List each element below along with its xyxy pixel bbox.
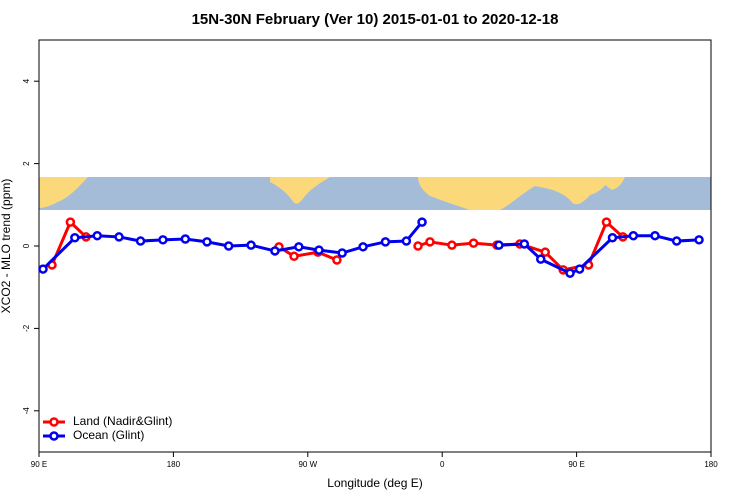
point <box>628 230 639 241</box>
point <box>447 240 457 250</box>
point <box>337 248 347 258</box>
point <box>180 234 191 244</box>
point <box>607 233 618 243</box>
y-tick-label: 4 <box>22 78 31 83</box>
y-tick-label: 0 <box>22 243 31 248</box>
point <box>65 217 76 227</box>
point <box>494 240 504 250</box>
point <box>70 233 80 243</box>
point <box>38 264 48 274</box>
x-tick-label: 90 E <box>31 460 47 469</box>
point <box>246 240 256 250</box>
point <box>358 242 368 252</box>
x-tick-label: 90 E <box>568 460 584 469</box>
y-tick-label: -2 <box>22 324 31 332</box>
point <box>92 230 102 241</box>
x-tick-label: 180 <box>167 460 181 469</box>
point <box>425 237 435 247</box>
point <box>540 247 550 257</box>
point <box>574 264 585 274</box>
x-tick-label: 0 <box>440 460 445 469</box>
point <box>294 242 304 252</box>
legend-marker <box>49 431 59 441</box>
y-tick-label: -4 <box>22 407 31 415</box>
x-tick-label: 90 W <box>298 460 317 469</box>
chart-title: 15N-30N February (Ver 10) 2015-01-01 to … <box>192 11 559 28</box>
x-tick-label: 180 <box>704 460 718 469</box>
y-tick-label: 2 <box>22 161 31 166</box>
legend-marker <box>49 417 59 427</box>
point <box>401 236 412 246</box>
point <box>536 254 546 264</box>
point <box>270 246 280 256</box>
legend-label: Ocean (Glint) <box>73 428 144 442</box>
point <box>223 241 234 251</box>
point <box>519 239 530 249</box>
point <box>565 268 575 278</box>
point <box>468 238 479 248</box>
y-axis-label: XCO2 - MLO trend (ppm) <box>0 179 13 314</box>
point <box>202 237 212 247</box>
point <box>135 236 146 246</box>
point <box>413 241 423 251</box>
map-band <box>39 177 711 210</box>
point <box>289 251 299 262</box>
x-axis-label: Longitude (deg E) <box>327 476 422 490</box>
legend-label: Land (Nadir&Glint) <box>73 414 172 428</box>
plot-frame <box>38 39 712 453</box>
point <box>694 235 704 245</box>
point <box>671 236 682 246</box>
point <box>332 255 342 265</box>
point <box>380 237 391 247</box>
point <box>158 235 168 245</box>
point <box>114 232 124 242</box>
series-line <box>41 221 700 275</box>
point <box>601 217 612 227</box>
point <box>417 217 427 227</box>
point <box>650 230 660 241</box>
point <box>314 245 324 255</box>
